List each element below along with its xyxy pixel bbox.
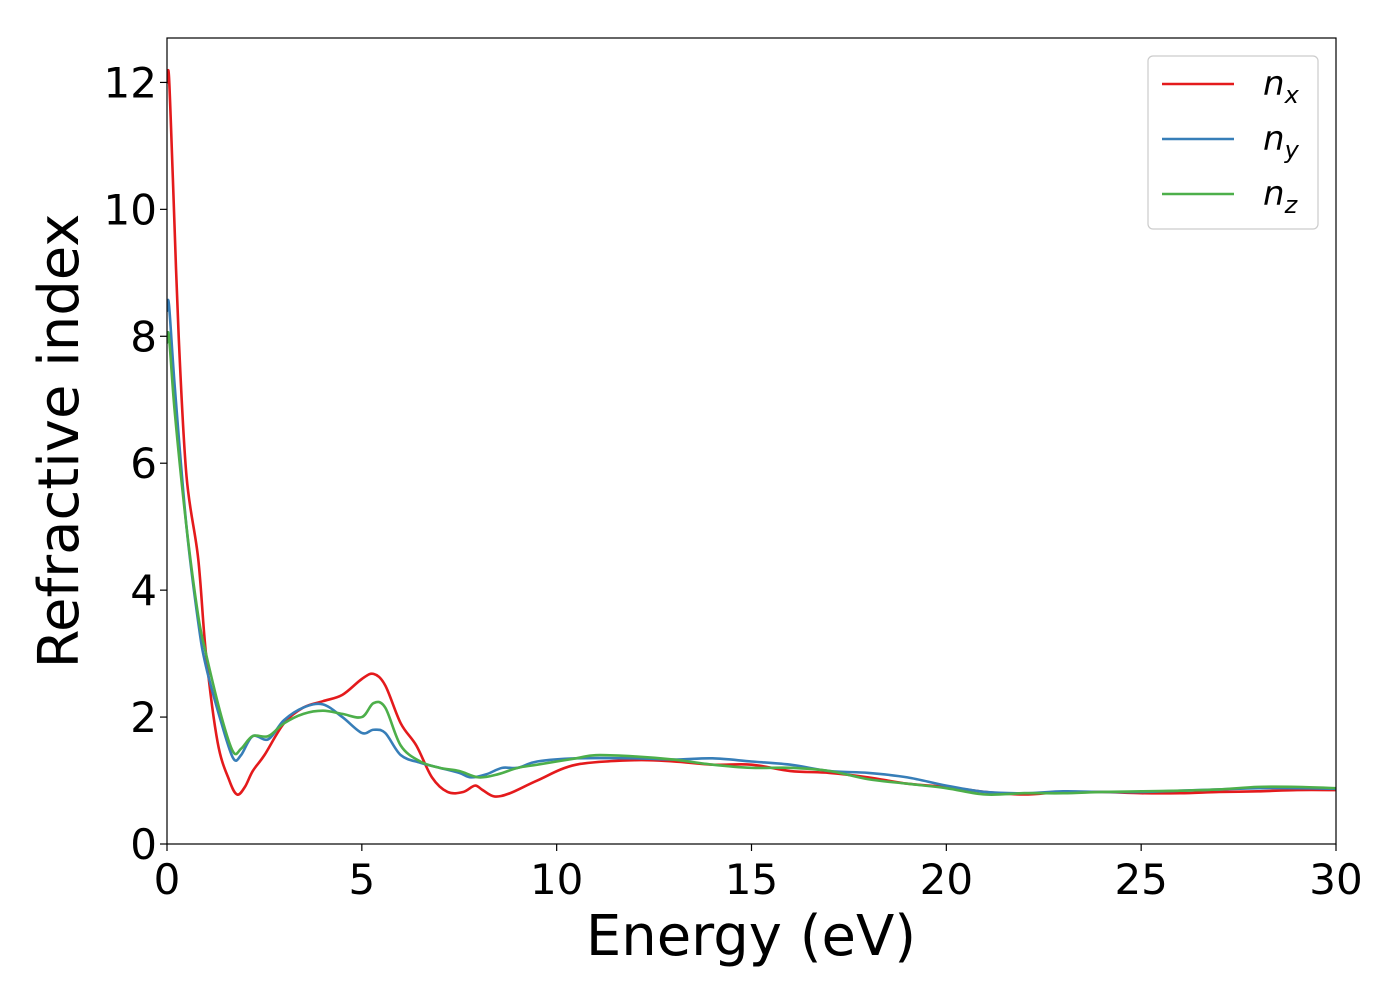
x-axis-label: Energy (eV) xyxy=(586,904,916,969)
x-tick-label: 30 xyxy=(1309,855,1362,904)
legend-label: nz xyxy=(1263,174,1299,219)
x-tick-label: 0 xyxy=(154,855,181,904)
legend-label: nx xyxy=(1263,64,1300,109)
legend-frame xyxy=(1147,55,1319,230)
x-tick-label: 10 xyxy=(530,855,583,904)
x-tick-label: 5 xyxy=(348,855,375,904)
series-layer xyxy=(167,68,1336,798)
y-tick-label: 12 xyxy=(104,58,157,107)
y-ticks: 0 2 4 6 8 10 12 xyxy=(104,58,167,869)
series-line-nz xyxy=(167,330,1336,796)
x-tick-label: 25 xyxy=(1114,855,1167,904)
y-axis-label: Refractive index xyxy=(27,214,92,669)
y-tick-label: 8 xyxy=(130,312,157,361)
y-tick-label: 10 xyxy=(104,185,157,234)
x-ticks: 0 5 10 15 20 25 30 xyxy=(154,844,1363,904)
legend-label: ny xyxy=(1263,119,1300,164)
plot-area xyxy=(167,38,1336,844)
y-tick-label: 2 xyxy=(130,693,157,742)
y-tick-label: 0 xyxy=(130,820,157,869)
y-tick-label: 6 xyxy=(130,439,157,488)
y-tick-label: 4 xyxy=(130,566,157,615)
x-tick-label: 20 xyxy=(920,855,973,904)
x-tick-label: 15 xyxy=(725,855,778,904)
legend: nx ny nz xyxy=(1147,55,1319,230)
